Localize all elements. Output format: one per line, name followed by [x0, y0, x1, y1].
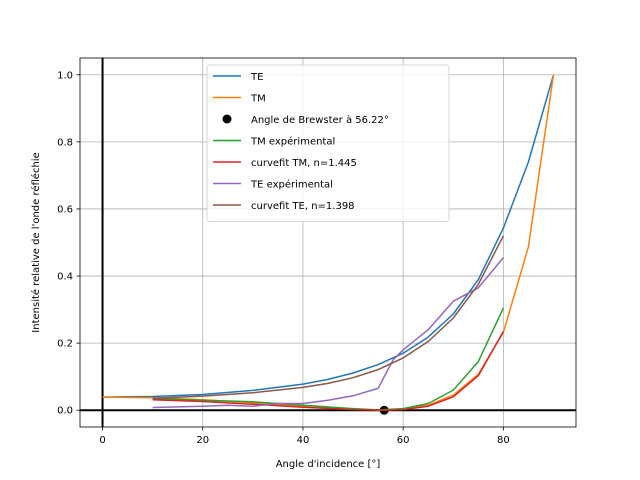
x-tick-label: 40 [297, 435, 310, 446]
legend-label: TM [250, 94, 266, 105]
x-tick-label: 0 [99, 435, 105, 446]
y-tick-label: 0.4 [57, 272, 73, 283]
legend-box [206, 64, 450, 222]
y-tick-label: 0.2 [57, 339, 73, 350]
y-axis-title: Intensité relative de l'onde réfléchie [30, 152, 42, 332]
x-tick-label: 60 [397, 435, 410, 446]
series-group [102, 74, 555, 415]
legend-label: TM expérimental [250, 136, 335, 148]
plot-frame [79, 57, 577, 428]
series-line-4 [152, 331, 505, 411]
y-tick-label: 0.0 [57, 406, 73, 417]
legend-label: TE [250, 72, 263, 83]
x-tick-label: 20 [196, 435, 209, 446]
reference-lines [80, 58, 576, 427]
legend-label: Angle de Brewster à 56.22° [251, 114, 389, 126]
series-line-5 [152, 257, 504, 409]
legend-marker [222, 114, 232, 124]
y-tick-label: 1.0 [57, 70, 73, 81]
legend-label: TE expérimental [250, 179, 333, 191]
series-line-6 [152, 235, 505, 399]
legend: TE TM Angle de Brewster à 56.22° TM expérim… [206, 64, 450, 222]
legend-label: curvefit TM, n=1.445 [251, 158, 357, 169]
legend-label: curvefit TE, n=1.398 [251, 201, 355, 212]
x-tick-label: 80 [497, 435, 510, 446]
y-tick-label: 0.8 [57, 137, 73, 148]
y-tick-label: 0.6 [57, 204, 73, 215]
series-line-0 [102, 74, 555, 398]
axis-ticks: 0 20 40 60 80 0.0 0.2 0.4 0.6 0.8 1.0 [57, 70, 510, 446]
x-axis-title: Angle d'incidence [°] [276, 459, 381, 470]
